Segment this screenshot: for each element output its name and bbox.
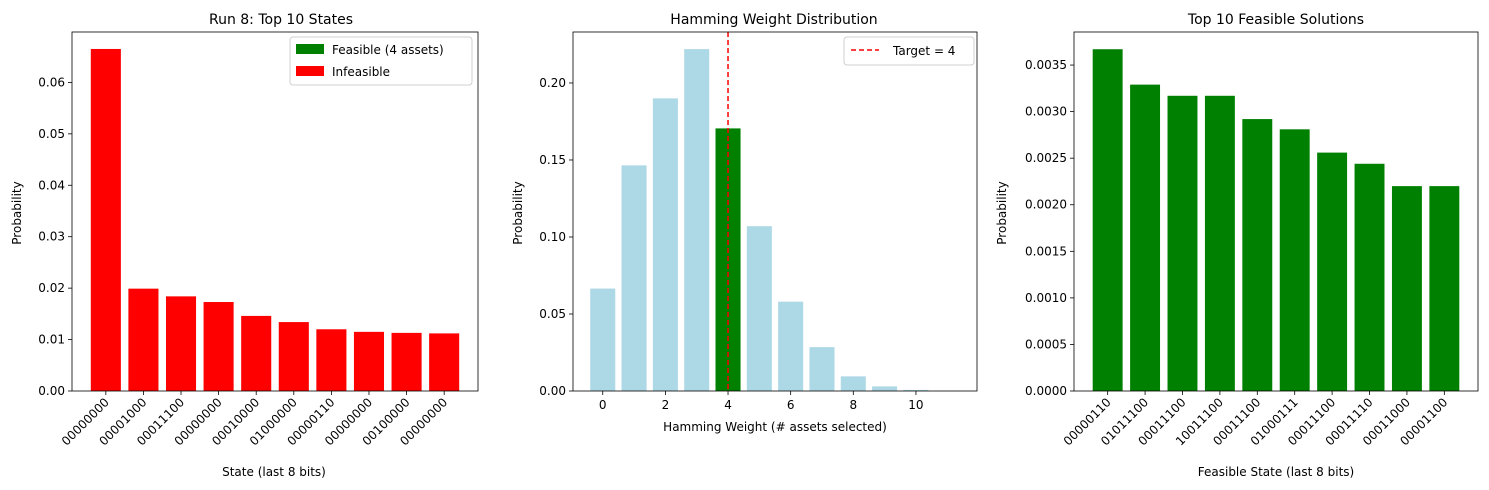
y-tick-label: 0.03 [38,230,65,244]
y-tick-label: 0.01 [38,333,65,347]
x-tick-label: 2 [662,398,670,412]
chart-title: Run 8: Top 10 States [209,12,353,28]
chart-title: Top 10 Feasible Solutions [1187,12,1364,28]
bar [872,386,898,391]
bar [278,322,309,391]
y-tick-label: 0.06 [38,75,65,89]
legend-label-infeasible: Infeasible [332,65,390,79]
legend: Target = 4 [843,36,975,66]
y-tick-label: 0.15 [539,153,566,167]
bar [1204,95,1235,391]
bar [1429,186,1460,391]
bar [353,331,385,391]
y-tick-label: 0.0020 [1025,198,1067,212]
axes-frame [71,31,479,392]
y-tick-label: 0.0000 [1025,384,1067,398]
x-axis-label: Feasible State (last 8 bits) [1198,465,1354,479]
x-tick-label: 8 [849,398,857,412]
bar [840,376,866,391]
panel-top-states: Run 8: Top 10 States 0.00 0.01 0.02 0.03 0.0… [10,12,479,479]
y-axis-label: Probability [10,181,24,244]
bar [778,301,804,391]
y-tick-label: 0.05 [38,127,65,141]
bar [590,288,616,391]
y-tick-label: 0.0030 [1025,105,1067,119]
bar [652,98,678,391]
x-tick-label: 0 [599,398,607,412]
y-tick-label: 0.00 [38,384,65,398]
bar [1092,49,1123,391]
legend-label-target: Target = 4 [892,44,955,58]
legend: Feasible (4 assets) Infeasible [289,36,473,86]
bar [809,347,835,391]
legend-swatch-feasible [296,44,324,54]
bar [203,302,234,391]
legend-frame [843,36,975,66]
bar [684,49,710,391]
legend-label-feasible: Feasible (4 assets) [332,43,444,57]
y-tick-label: 0.00 [539,384,566,398]
bar [1354,163,1385,391]
x-tick-label: 10 [908,398,923,412]
y-axis-label: Probability [511,181,525,244]
y-tick-label: 0.0035 [1025,58,1067,72]
bar [241,315,272,391]
bar [128,288,159,391]
bar [429,333,460,391]
bar [903,389,929,391]
bar [746,226,772,391]
chart-title: Hamming Weight Distribution [670,12,877,28]
y-tick-label: 0.0010 [1025,291,1067,305]
panel-hamming-weight: Hamming Weight Distribution 0.00 0.05 0.10… [511,12,978,434]
x-tick-label: 4 [724,398,732,412]
x-axis-label: State (last 8 bits) [222,465,326,479]
x-axis-label: Hamming Weight (# assets selected) [663,420,887,434]
bar [391,332,422,391]
bar [1279,129,1310,391]
y-tick-label: 0.02 [38,281,65,295]
bar [90,48,121,391]
axes-frame [572,31,978,392]
bar [1242,119,1273,391]
legend-frame [289,36,473,86]
y-tick-label: 0.05 [539,307,566,321]
x-tick-label: 6 [787,398,795,412]
bar [1167,95,1198,391]
y-tick-label: 0.0025 [1025,151,1067,165]
bar [165,296,197,391]
bar [1317,152,1348,391]
panel-top-feasible: Top 10 Feasible Solutions 0.0000 0.0005 0.… [995,12,1479,479]
legend-swatch-infeasible [296,66,324,76]
y-tick-label: 0.04 [38,178,65,192]
bar [621,165,647,391]
bar [1130,84,1161,392]
axes-frame [1073,31,1479,392]
bar [316,329,347,391]
bar [1391,186,1422,391]
y-tick-label: 0.0015 [1025,244,1067,258]
y-tick-label: 0.10 [539,230,566,244]
y-tick-label: 0.20 [539,76,566,90]
y-tick-label: 0.0005 [1025,337,1067,351]
y-axis-label: Probability [995,181,1009,244]
